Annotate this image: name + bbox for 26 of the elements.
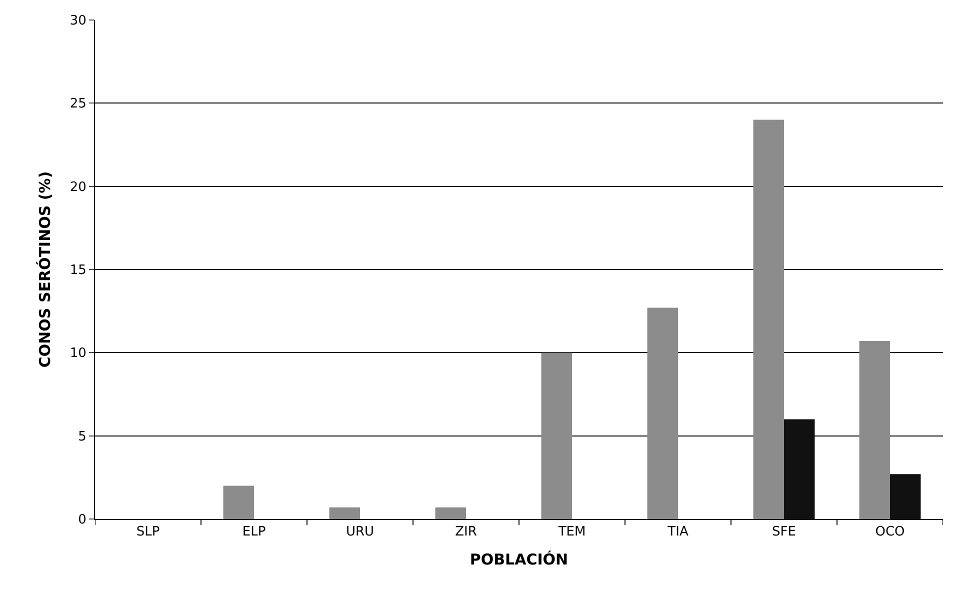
bar	[784, 419, 815, 519]
y-tick-label: 30	[70, 14, 86, 29]
y-axis-title: CONOS SERÓTINOS (%)	[36, 171, 54, 368]
x-tick-label: ZIR	[455, 524, 477, 540]
y-tick-label: 20	[70, 180, 86, 195]
x-tick-label: SFE	[772, 524, 796, 540]
y-tick-label: 5	[78, 429, 86, 444]
bar	[435, 507, 466, 519]
bar	[890, 474, 921, 519]
x-tick-label: TIA	[666, 524, 688, 540]
bar	[329, 507, 360, 519]
y-tick-label: 25	[70, 96, 86, 112]
x-tick-label: OCO	[875, 524, 905, 540]
bar	[223, 486, 254, 519]
y-tick-label: 0	[78, 512, 86, 528]
bar	[859, 341, 890, 519]
bar	[753, 120, 784, 519]
y-tick-label: 15	[70, 263, 86, 278]
x-tick-label: ELP	[242, 524, 266, 540]
y-tick-label: 10	[70, 346, 86, 362]
x-tick-label: TEM	[557, 524, 586, 540]
bar	[647, 308, 678, 519]
x-tick-label: URU	[346, 524, 374, 540]
bar	[541, 352, 572, 519]
x-axis-title: POBLACIÓN	[470, 550, 568, 569]
x-tick-label: SLP	[136, 524, 160, 540]
